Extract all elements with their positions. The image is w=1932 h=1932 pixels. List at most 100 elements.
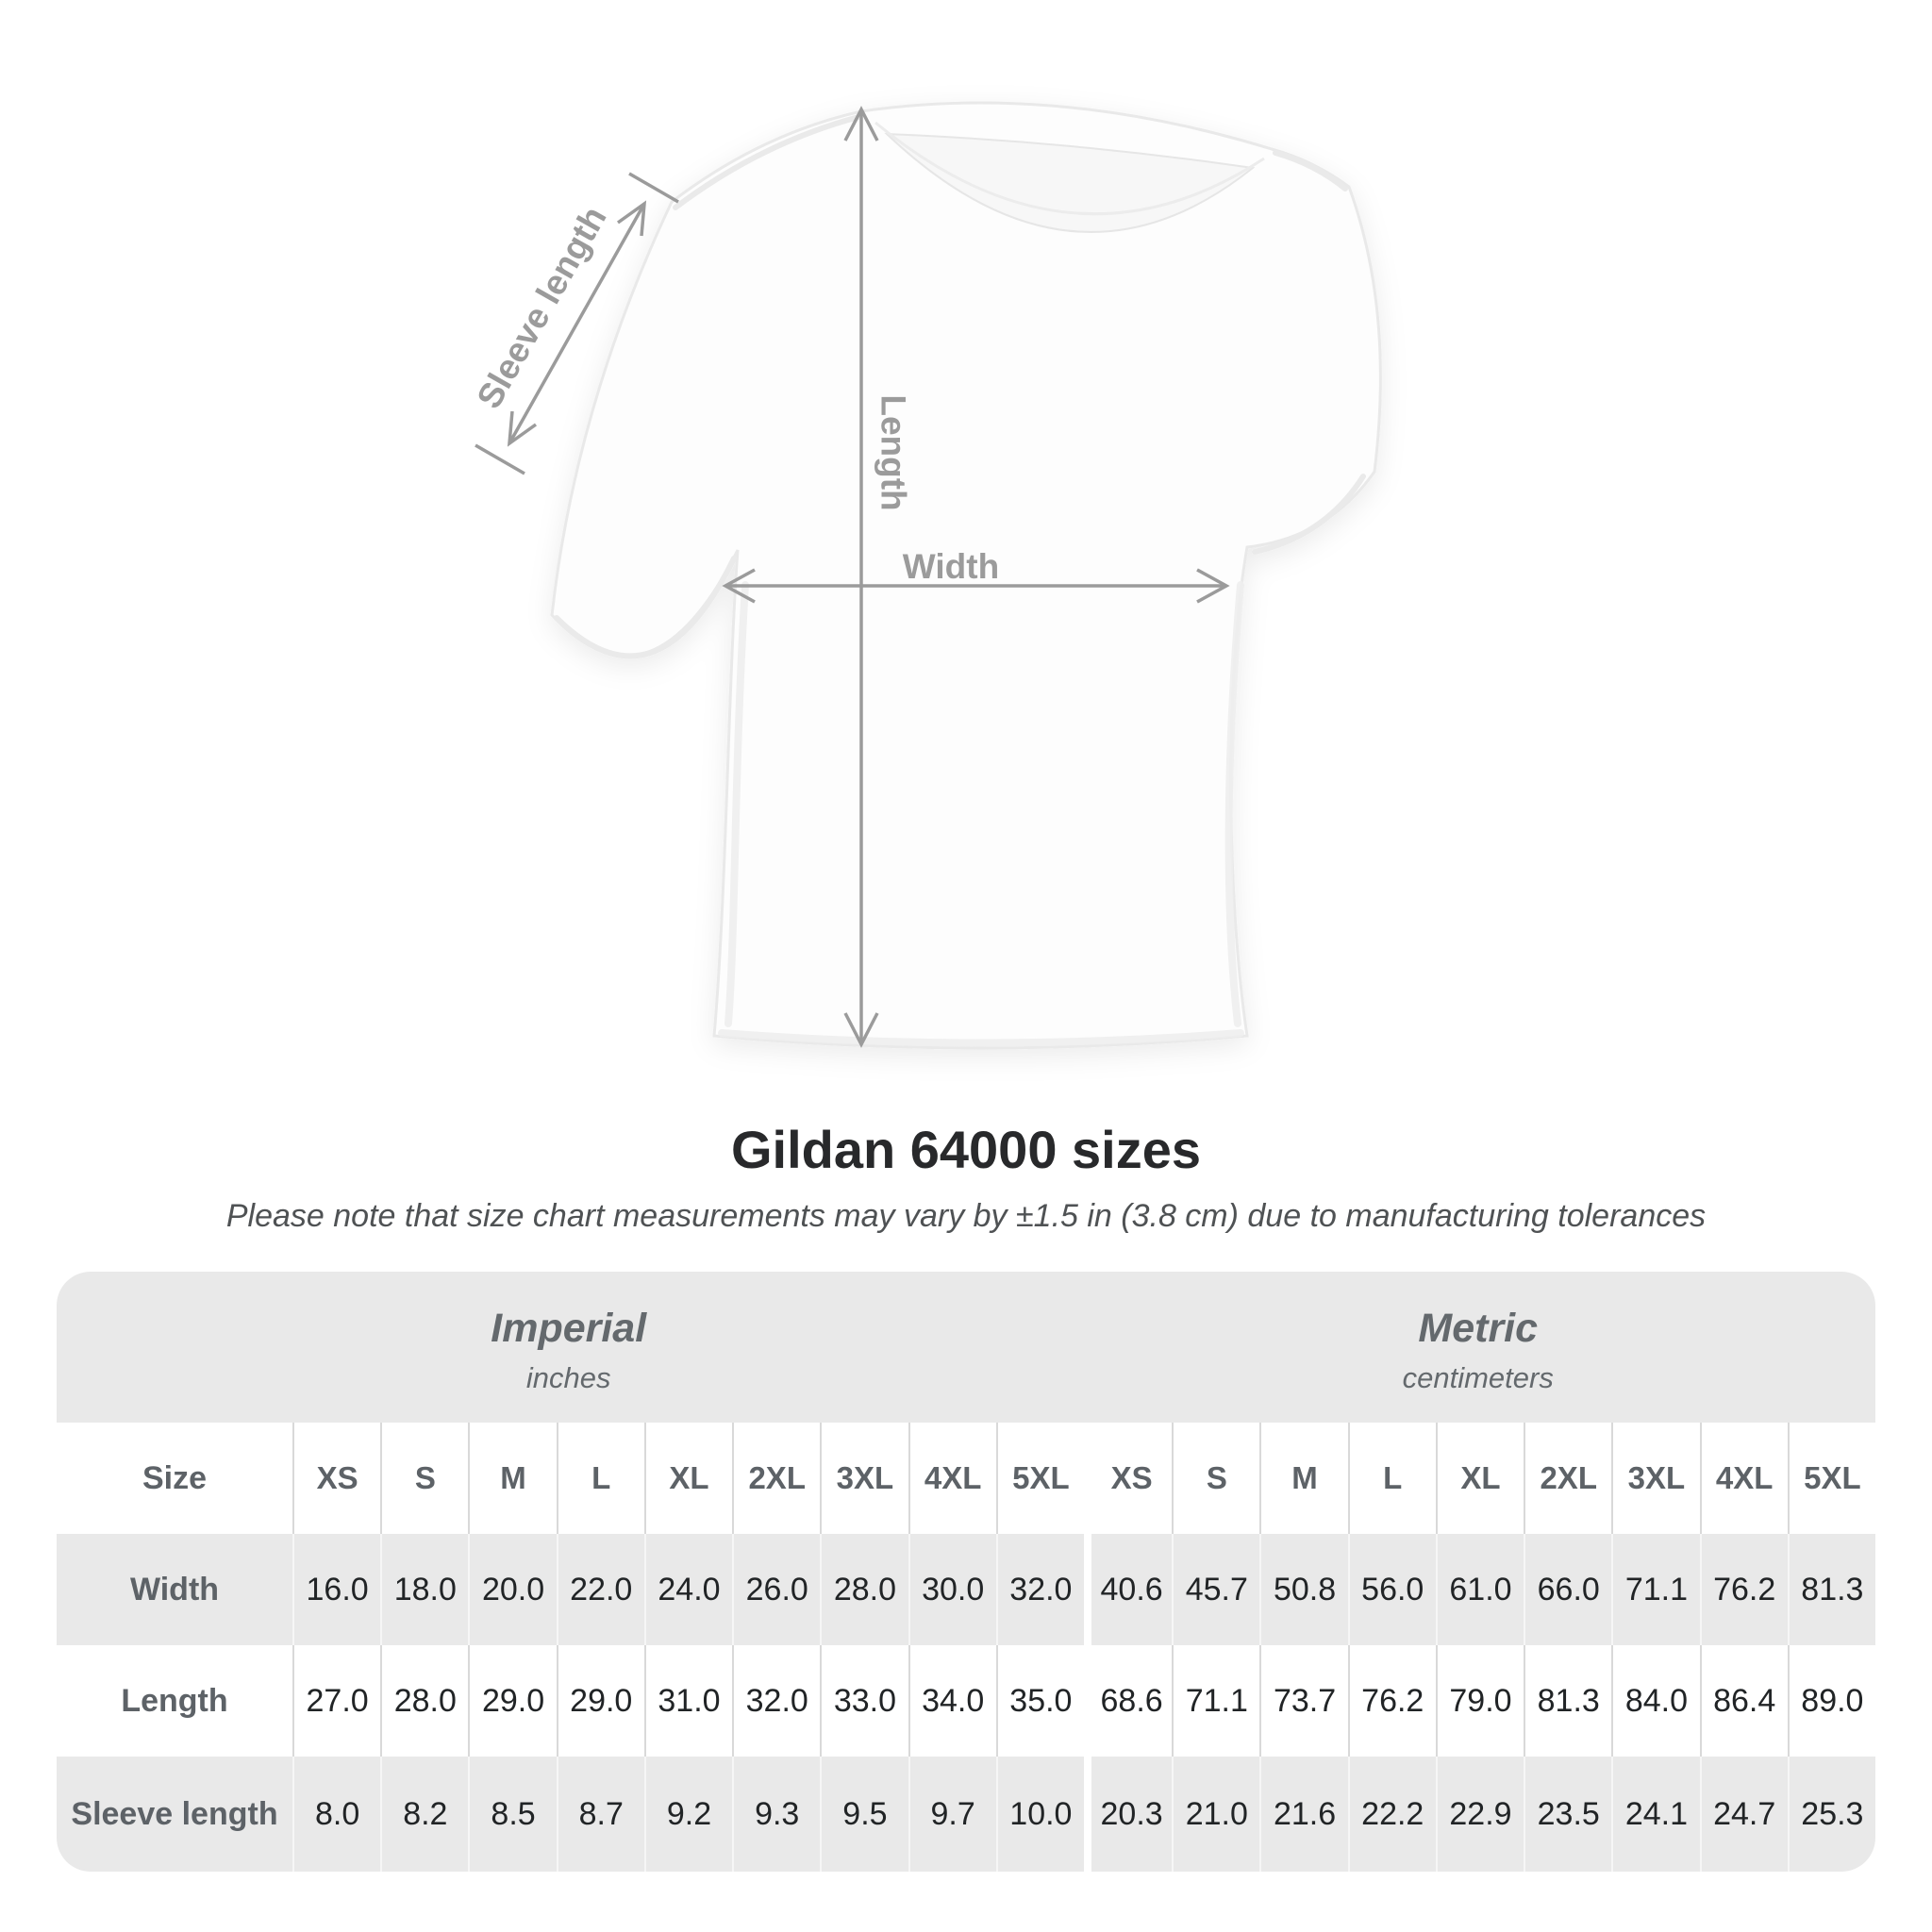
size-header-cell: 2XL [732, 1423, 820, 1534]
size-value-cell: 23.5 [1524, 1757, 1611, 1872]
sleeve-length-arrow [475, 172, 679, 475]
size-header-cell: 5XL [995, 1423, 1084, 1534]
size-header-cell: 4XL [908, 1423, 996, 1534]
size-value-cell: 8.0 [292, 1757, 380, 1872]
size-value-cell: 28.0 [820, 1534, 908, 1645]
size-value-cell: 8.5 [468, 1757, 556, 1872]
size-value-cell: 21.6 [1259, 1757, 1347, 1872]
size-value-cell: 34.0 [908, 1645, 996, 1757]
table-row: Width 16.0 18.0 20.0 22.0 24.0 26.0 28.0 30.0 32.… [57, 1534, 1875, 1645]
sleeve-length-label: Sleeve length [470, 200, 614, 415]
row-label: Size [142, 1459, 208, 1496]
size-value-cell: 8.7 [556, 1757, 644, 1872]
metric-subtitle: centimeters [1402, 1360, 1554, 1394]
size-value-cell: 40.6 [1083, 1534, 1172, 1645]
size-value-cell: 66.0 [1524, 1534, 1611, 1645]
size-value-cell: 24.0 [643, 1534, 732, 1645]
size-header-cell: S [1172, 1423, 1259, 1534]
size-value-cell: 50.8 [1259, 1534, 1347, 1645]
size-value-cell: 9.2 [643, 1757, 732, 1872]
size-table-body: Size XS S M L XL 2XL 3XL 4XL 5XL XS S M L XL 2XL 3XL 4XL 5… [57, 1423, 1875, 1872]
size-value-cell: 33.0 [820, 1645, 908, 1757]
size-header-cell: XL [1435, 1423, 1524, 1534]
row-label: Sleeve length [71, 1795, 278, 1832]
collar [884, 132, 1256, 233]
size-value-cell: 30.0 [908, 1534, 996, 1645]
size-value-cell: 21.0 [1172, 1757, 1259, 1872]
size-value-cell: 10.0 [995, 1757, 1084, 1872]
table-row: Size XS S M L XL 2XL 3XL 4XL 5XL XS S M L XL 2XL 3XL 4XL 5… [57, 1423, 1875, 1534]
size-value-cell: 84.0 [1611, 1645, 1699, 1757]
size-header-cell: 3XL [1611, 1423, 1699, 1534]
width-label: Width [903, 547, 999, 586]
page-title: Gildan 64000 sizes [730, 1120, 1202, 1179]
size-value-cell: 22.2 [1347, 1757, 1436, 1872]
size-value-cell: 24.1 [1611, 1757, 1699, 1872]
tshirt-graphic [550, 101, 1382, 1050]
size-header-cell: XL [643, 1423, 732, 1534]
imperial-title: Imperial [491, 1305, 647, 1351]
size-value-cell: 71.1 [1611, 1534, 1699, 1645]
size-value-cell: 9.5 [820, 1757, 908, 1872]
size-value-cell: 18.0 [380, 1534, 468, 1645]
size-value-cell: 20.3 [1083, 1757, 1172, 1872]
metric-title: Metric [1418, 1305, 1539, 1351]
size-value-cell: 24.7 [1699, 1757, 1788, 1872]
size-value-cell: 32.0 [995, 1534, 1084, 1645]
size-value-cell: 31.0 [643, 1645, 732, 1757]
size-table: Imperial inches Metric centimeters Size X… [57, 1272, 1875, 1872]
size-value-cell: 29.0 [468, 1645, 556, 1757]
size-header-cell: 4XL [1699, 1423, 1788, 1534]
size-header-cell: XS [292, 1423, 380, 1534]
size-header-cell: 5XL [1787, 1423, 1875, 1534]
size-header-cell: S [380, 1423, 468, 1534]
metric-header: Metric centimeters [1080, 1272, 1875, 1423]
size-value-cell: 32.0 [732, 1645, 820, 1757]
size-value-cell: 76.2 [1699, 1534, 1788, 1645]
size-value-cell: 22.0 [556, 1534, 644, 1645]
size-value-cell: 28.0 [380, 1645, 468, 1757]
size-value-cell: 25.3 [1787, 1757, 1875, 1872]
size-value-cell: 35.0 [995, 1645, 1084, 1757]
size-value-cell: 9.3 [732, 1757, 820, 1872]
row-label: Length [121, 1682, 228, 1719]
size-value-cell: 61.0 [1435, 1534, 1524, 1645]
size-value-cell: 45.7 [1172, 1534, 1259, 1645]
size-header-cell: L [556, 1423, 644, 1534]
size-value-cell: 79.0 [1435, 1645, 1524, 1757]
size-value-cell: 76.2 [1347, 1645, 1436, 1757]
size-value-cell: 8.2 [380, 1757, 468, 1872]
size-header-cell: XS [1083, 1423, 1172, 1534]
size-header-cell: 2XL [1524, 1423, 1611, 1534]
size-value-cell: 27.0 [292, 1645, 380, 1757]
unit-header-band: Imperial inches Metric centimeters [57, 1272, 1875, 1423]
size-value-cell: 71.1 [1172, 1645, 1259, 1757]
size-value-cell: 86.4 [1699, 1645, 1788, 1757]
size-header-cell: M [468, 1423, 556, 1534]
width-arrow [722, 568, 1230, 604]
size-value-cell: 9.7 [908, 1757, 996, 1872]
length-arrow [843, 106, 879, 1048]
size-value-cell: 20.0 [468, 1534, 556, 1645]
size-value-cell: 73.7 [1259, 1645, 1347, 1757]
size-value-cell: 29.0 [556, 1645, 644, 1757]
imperial-header: Imperial inches [57, 1272, 1080, 1423]
size-value-cell: 26.0 [732, 1534, 820, 1645]
size-header-cell: M [1259, 1423, 1347, 1534]
size-value-cell: 16.0 [292, 1534, 380, 1645]
table-row: Length 27.0 28.0 29.0 29.0 31.0 32.0 33.0 34.0 35… [57, 1645, 1875, 1757]
size-value-cell: 68.6 [1083, 1645, 1172, 1757]
size-value-cell: 22.9 [1435, 1757, 1524, 1872]
size-value-cell: 81.3 [1787, 1534, 1875, 1645]
size-value-cell: 81.3 [1524, 1645, 1611, 1757]
imperial-subtitle: inches [525, 1360, 611, 1394]
size-header-cell: 3XL [820, 1423, 908, 1534]
tshirt-diagram: Sleeve length Length Width [470, 101, 1382, 1050]
size-header-cell: L [1347, 1423, 1436, 1534]
length-label: Length [874, 394, 913, 510]
size-value-cell: 56.0 [1347, 1534, 1436, 1645]
size-value-cell: 89.0 [1787, 1645, 1875, 1757]
row-label: Width [129, 1571, 220, 1607]
page-subtitle: Please note that size chart measurements… [225, 1198, 1707, 1234]
